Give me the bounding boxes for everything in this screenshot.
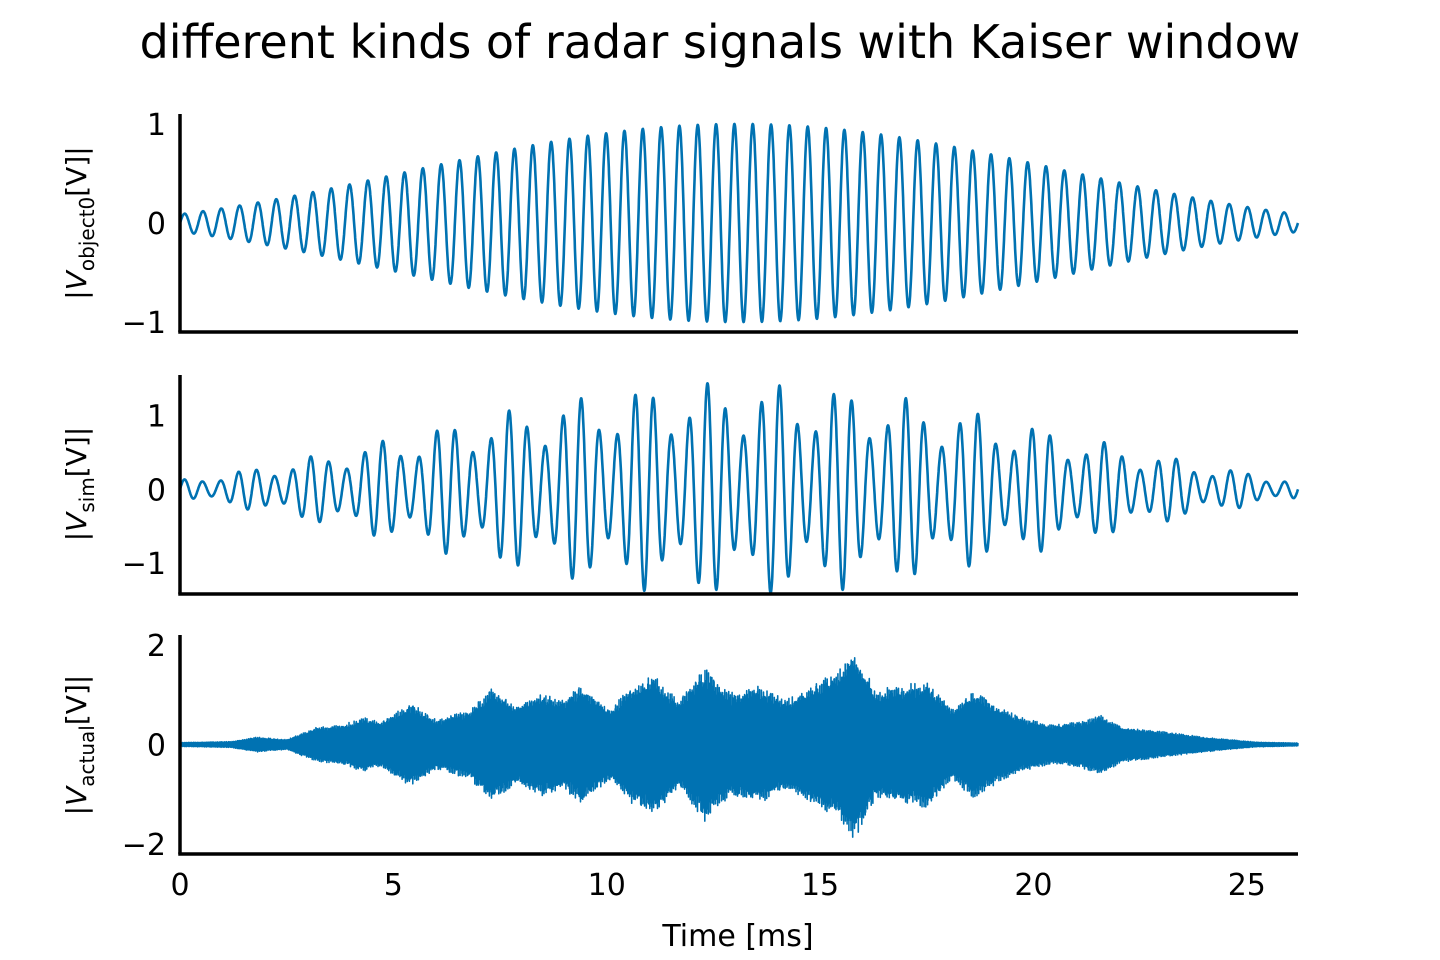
y-tick-label: 1 — [147, 400, 166, 435]
svg-text:|Vsim[V]|: |Vsim[V]| — [60, 427, 99, 542]
ylabel-main: |V — [60, 269, 93, 299]
signal-series-line — [179, 657, 1299, 838]
ylabel-tail: [V]| — [60, 427, 93, 477]
signal-series-line — [178, 122, 1300, 324]
plot-area-sim: −1 0 1 — [122, 375, 1300, 596]
y-tick-label: 0 — [147, 207, 166, 242]
subplot-sim: |Vsim[V]| −1 0 1 — [60, 375, 1300, 596]
ylabel-sub: sim — [75, 477, 99, 512]
x-tick-label: 5 — [384, 868, 403, 903]
x-tick-label: 25 — [1228, 868, 1266, 903]
subplot-object0: |Vobject0[V]| −1 0 1 — [60, 108, 1300, 341]
y-tick-label: −1 — [122, 547, 166, 582]
y-axis-label-object0: |Vobject0[V]| — [60, 146, 99, 299]
ylabel-main: |V — [60, 785, 93, 815]
svg-text:|Vobject0[V]|: |Vobject0[V]| — [60, 146, 99, 299]
y-tick-label: −2 — [122, 828, 166, 863]
ylabel-sub: object0 — [75, 197, 99, 271]
y-tick-label: 0 — [147, 473, 166, 508]
y-tick-label: −1 — [122, 306, 166, 341]
plot-area-object0: −1 0 1 — [122, 108, 1300, 341]
x-tick-label: 0 — [170, 868, 189, 903]
ylabel-tail: [V]| — [60, 675, 93, 725]
ylabel-main: |V — [60, 511, 93, 541]
y-axis-label-actual: |Vactual[V]| — [60, 675, 99, 816]
ylabel-tail: [V]| — [60, 146, 93, 196]
x-tick-label: 15 — [801, 868, 839, 903]
svg-text:|Vactual[V]|: |Vactual[V]| — [60, 675, 99, 816]
x-axis-label: Time [ms] — [661, 919, 813, 954]
x-tick-label: 20 — [1014, 868, 1052, 903]
y-tick-label: 1 — [147, 108, 166, 143]
signal-series-line — [178, 382, 1300, 595]
x-tick-label: 10 — [588, 868, 626, 903]
y-tick-label: 0 — [147, 729, 166, 764]
figure-title: different kinds of radar signals with Ka… — [140, 15, 1301, 69]
y-tick-label: 2 — [147, 629, 166, 664]
ylabel-sub: actual — [75, 725, 99, 787]
y-axis-label-sim: |Vsim[V]| — [60, 427, 99, 542]
